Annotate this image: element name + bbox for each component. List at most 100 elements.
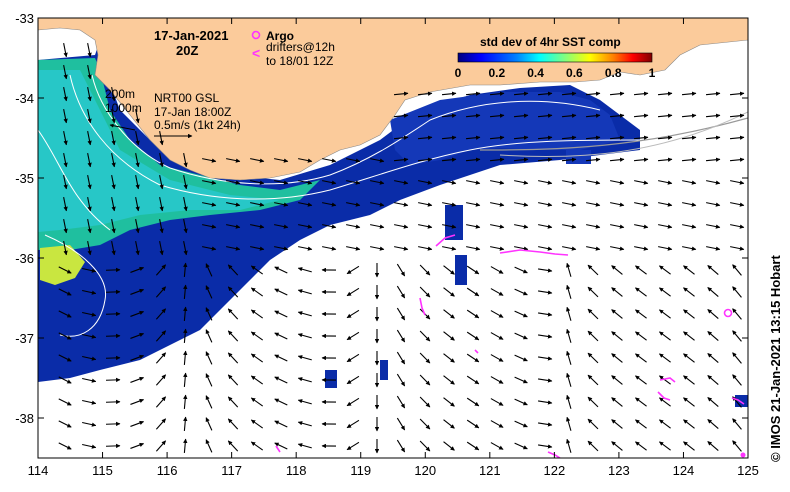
- current-vector-arrow: [707, 331, 719, 341]
- current-vector-arrow: [274, 310, 288, 318]
- current-vector-arrow: [346, 397, 360, 407]
- current-vector-arrow: [658, 246, 673, 251]
- current-vector-arrow: [227, 330, 239, 342]
- current-vector-arrow: [394, 202, 409, 207]
- current-vector-arrow: [466, 397, 480, 407]
- current-vector-arrow: [707, 309, 719, 319]
- current-vector-arrow: [87, 43, 92, 58]
- current-vector-arrow: [419, 418, 431, 430]
- current-vector-arrow: [82, 311, 97, 317]
- current-vector-arrow: [442, 202, 457, 207]
- current-vector-arrow: [466, 265, 480, 275]
- current-vector-arrow: [63, 153, 68, 168]
- current-vector-arrow: [490, 332, 504, 340]
- current-vector-arrow: [111, 175, 116, 190]
- current-vector-arrow: [566, 372, 572, 387]
- current-vector-arrow: [396, 351, 406, 365]
- current-vector-arrow: [732, 264, 742, 276]
- current-vector-arrow: [111, 87, 116, 102]
- current-vector-arrow: [250, 419, 264, 429]
- current-vector-arrow: [159, 197, 164, 212]
- current-vector-arrow: [658, 180, 673, 185]
- current-vector-arrow: [298, 180, 313, 185]
- current-vector-arrow: [561, 157, 577, 162]
- current-vector-arrow: [417, 113, 433, 118]
- current-vector-arrow: [634, 224, 649, 229]
- product-name: NRT00 GSL: [154, 91, 219, 105]
- current-vector-arrow: [111, 131, 116, 146]
- current-vector-arrow: [635, 265, 647, 275]
- sst-cyan-band: [38, 70, 280, 232]
- current-vector-arrow: [393, 135, 409, 140]
- lon-tick-label: 121: [479, 463, 501, 478]
- current-vector-arrow: [58, 354, 72, 362]
- credit-text: © IMOS 21-Jan-2021 13:15 Hobart: [768, 255, 783, 462]
- current-vector-arrow: [634, 246, 649, 251]
- current-vector-arrow: [587, 418, 599, 430]
- shelf-line-grey: [479, 117, 748, 151]
- current-vector-arrow: [58, 442, 72, 450]
- current-vector-arrow: [111, 109, 116, 124]
- current-vector-arrow: [130, 310, 144, 317]
- current-vector-arrow: [202, 224, 217, 229]
- current-vector-arrow: [111, 241, 116, 256]
- current-vector-arrow: [490, 202, 505, 207]
- current-vector-arrow: [659, 265, 671, 275]
- current-vector-arrow: [250, 158, 265, 163]
- latitude-axis: -33 -34 -35 -36 -37 -38: [15, 11, 748, 426]
- current-vector-arrow: [274, 288, 288, 296]
- current-vector-arrow: [443, 397, 455, 407]
- current-vector-arrow: [441, 135, 457, 140]
- current-vector-arrow: [130, 332, 144, 339]
- current-vector-arrow: [274, 224, 289, 229]
- sst-east-patch: [390, 92, 620, 165]
- current-vector-arrow: [729, 91, 745, 96]
- current-vector-arrow: [58, 420, 72, 428]
- current-vector-arrow: [82, 355, 97, 361]
- current-vector-arrow: [683, 419, 695, 429]
- current-vector-arrow: [730, 246, 745, 251]
- current-vector-arrow: [274, 376, 288, 384]
- current-vector-arrow: [346, 265, 360, 275]
- current-vector-arrow: [443, 265, 455, 275]
- current-vector-arrow: [682, 202, 697, 207]
- lon-tick-label: 125: [737, 463, 759, 478]
- current-vector-arrow: [730, 202, 745, 207]
- current-vector-arrow: [658, 224, 673, 229]
- current-vector-arrow: [657, 113, 673, 118]
- current-vector-arrow: [611, 353, 623, 363]
- current-vector-arrow: [683, 331, 695, 341]
- current-vector-arrow: [466, 224, 481, 229]
- current-vector-arrow: [732, 418, 742, 430]
- current-vector-arrow: [659, 397, 671, 407]
- current-vector-arrow: [537, 400, 553, 405]
- current-vector-arrow: [587, 374, 599, 386]
- current-vector-arrow: [297, 311, 312, 317]
- colorbar-ticks: 0 0.2 0.4 0.6 0.8 1: [455, 66, 656, 80]
- current-vector-arrow: [274, 158, 289, 163]
- current-vector-arrow: [730, 180, 745, 185]
- current-vector-arrow: [82, 421, 97, 427]
- current-vector-arrow: [155, 440, 167, 452]
- current-vector-arrow: [609, 113, 625, 118]
- current-vector-arrow: [441, 113, 457, 118]
- current-vector-arrow: [135, 153, 140, 168]
- current-vector-arrow: [322, 224, 337, 229]
- current-vector-arrow: [587, 264, 599, 276]
- current-vector-arrow: [443, 331, 455, 341]
- current-vector-arrow: [155, 286, 167, 298]
- current-vector-arrow: [183, 262, 188, 278]
- current-vector-arrow: [82, 377, 97, 383]
- current-vector-arrow: [202, 246, 217, 251]
- lon-tick-label: 116: [157, 463, 178, 478]
- current-vector-arrow: [297, 333, 312, 339]
- current-vector-arrow: [490, 224, 505, 229]
- current-vector-arrow: [250, 375, 264, 385]
- current-vector-arrow: [514, 246, 529, 251]
- colorbar-tick-label: 0.8: [605, 66, 622, 80]
- current-vector-arrow: [442, 224, 457, 229]
- current-vector-arrow: [202, 202, 217, 207]
- current-vector-arrow: [659, 309, 671, 319]
- argo-legend-label: Argo: [266, 29, 294, 43]
- current-vector-arrow: [370, 202, 385, 207]
